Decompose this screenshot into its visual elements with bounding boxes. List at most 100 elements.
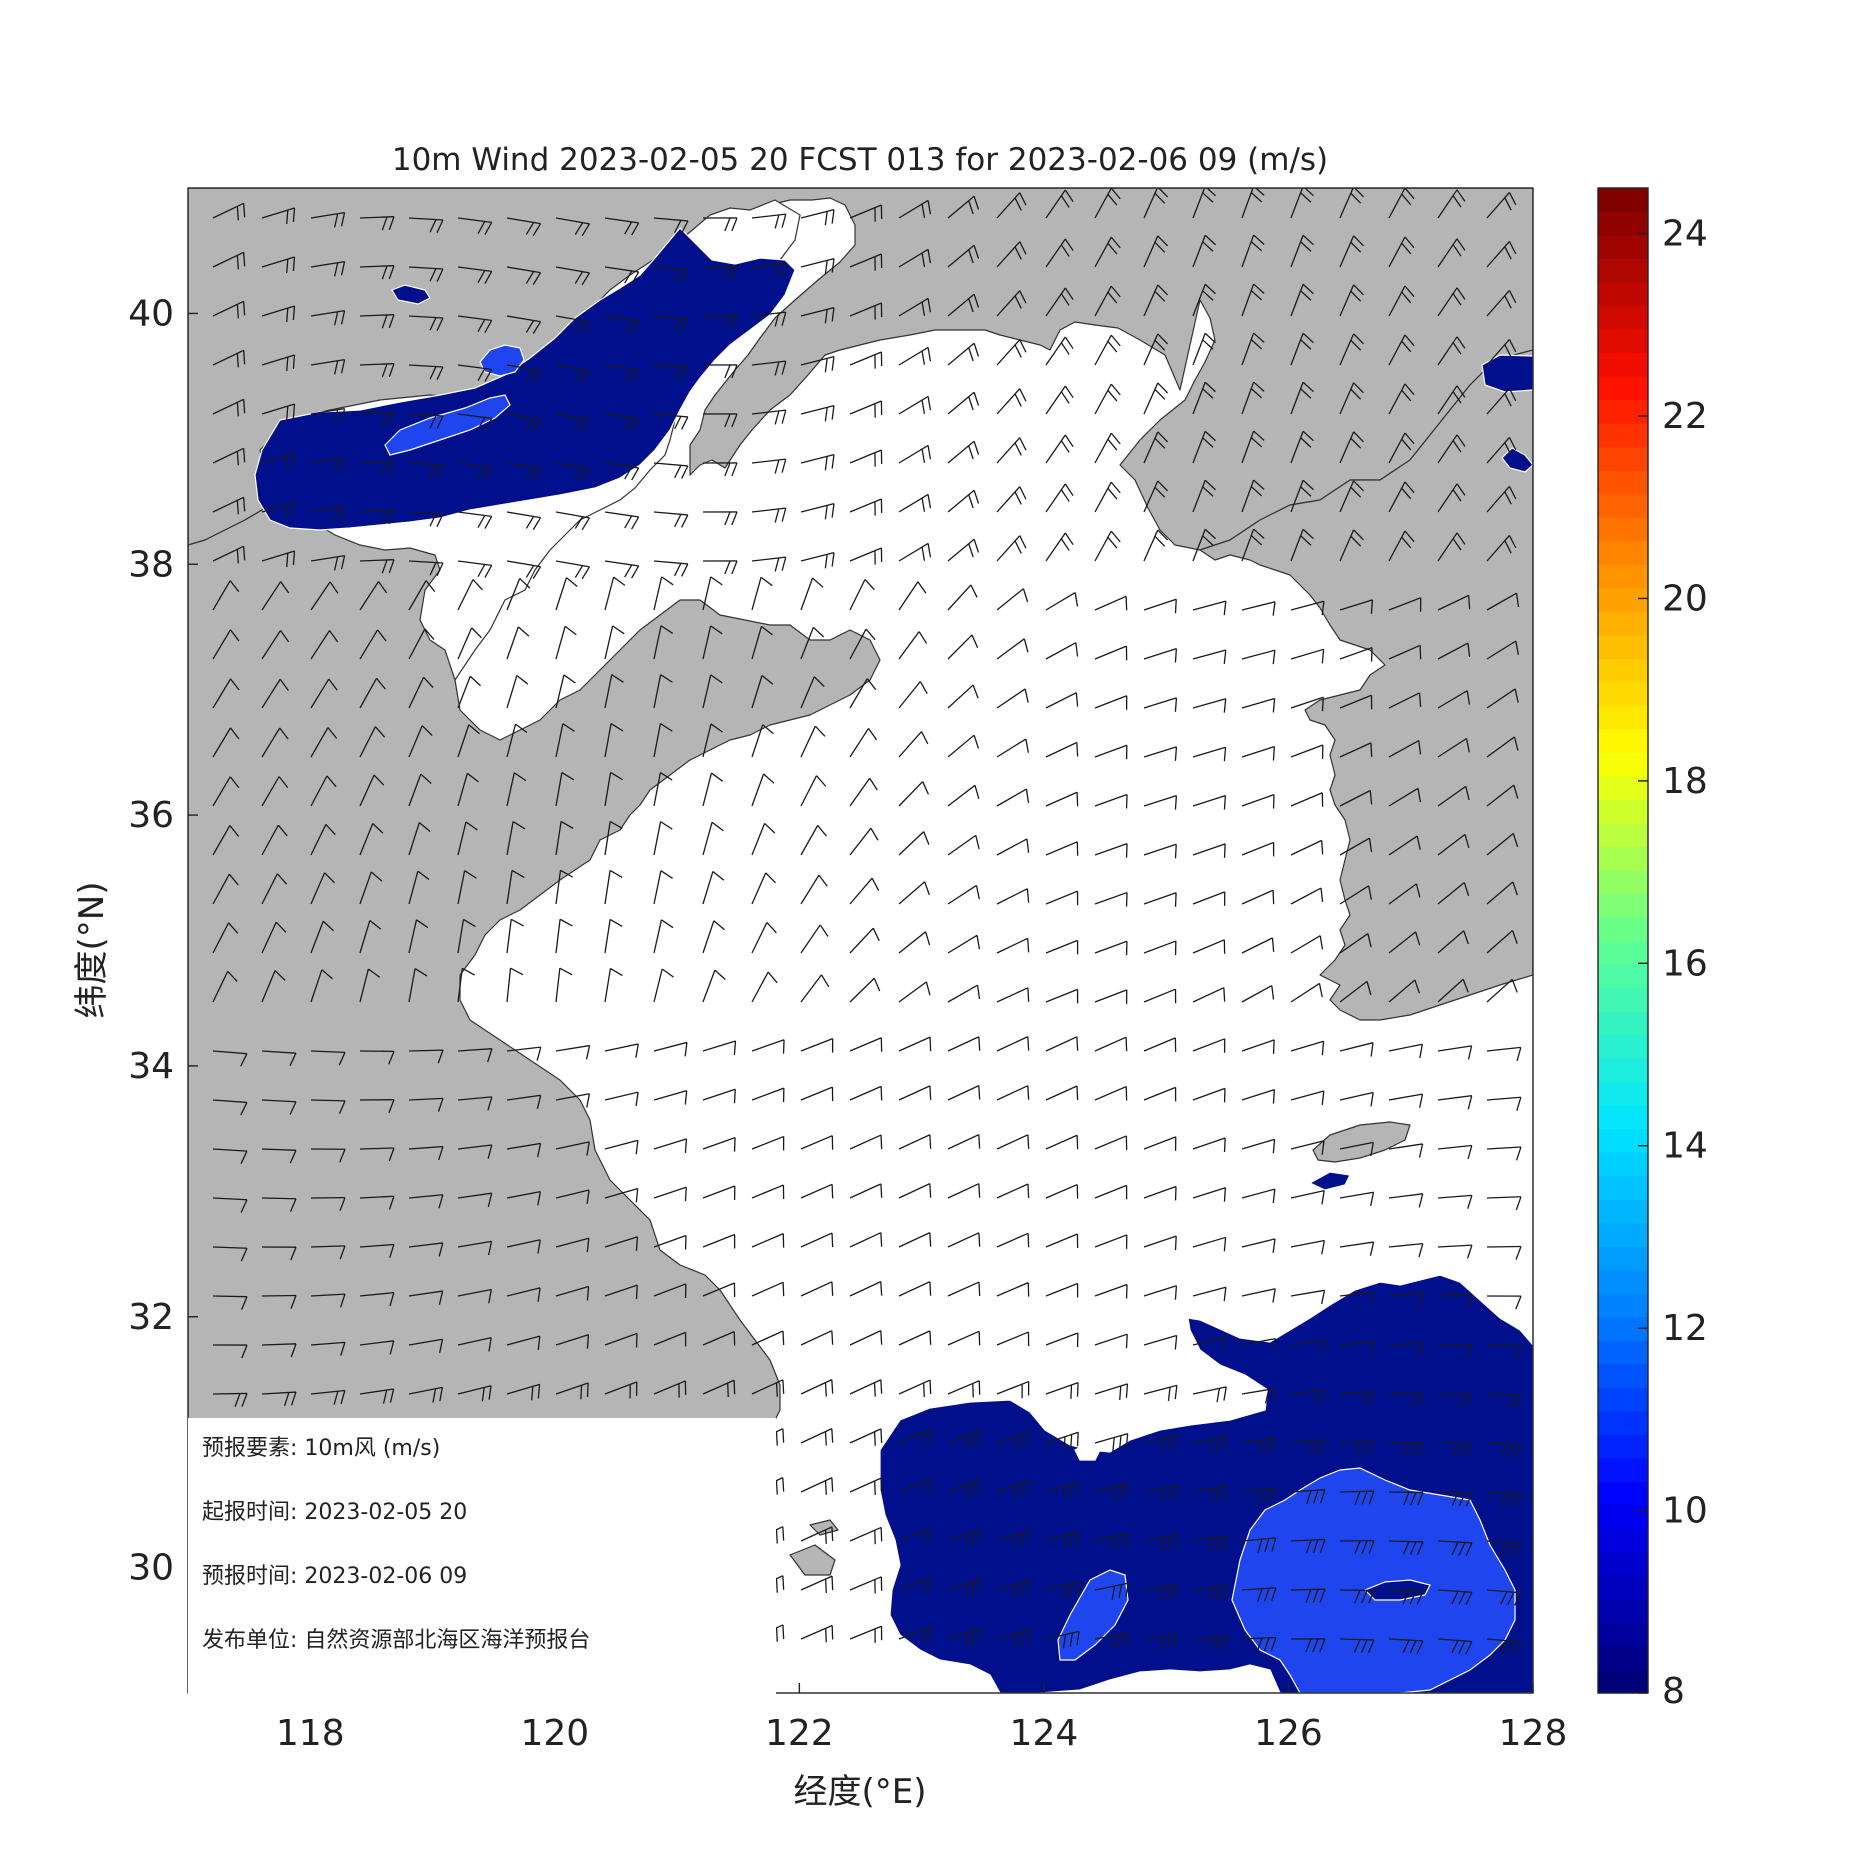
- wind-barb: [604, 625, 625, 660]
- wind-barb: [1094, 989, 1128, 1004]
- wind-barb: [1241, 1437, 1277, 1454]
- wind-barb: [261, 207, 296, 225]
- wind-barb: [1437, 238, 1466, 268]
- wind-barb: [506, 772, 527, 807]
- wind-barb: [261, 1294, 297, 1309]
- wind-barb: [653, 1380, 687, 1398]
- wind-barb: [653, 315, 689, 332]
- wind-barb: [1241, 430, 1265, 464]
- wind-barb: [359, 1292, 395, 1307]
- wind-barb: [800, 1183, 834, 1199]
- wind-barb: [457, 627, 482, 660]
- colorbar-tick-label: 14: [1662, 1126, 1708, 1167]
- colorbar-cell: [1598, 282, 1648, 307]
- wind-barb: [849, 977, 881, 1003]
- wind-barb: [996, 437, 1027, 464]
- wind-barb: [1437, 1294, 1473, 1309]
- wind-barb: [359, 726, 386, 758]
- wind-barb: [1339, 789, 1373, 807]
- y-axis: 30 32 34 36 38 40 纬度(°N): [72, 293, 198, 1589]
- wind-barb: [506, 462, 542, 481]
- wind-barb: [1094, 188, 1121, 219]
- colorbar-cell: [1598, 564, 1648, 589]
- wind-barb: [1486, 832, 1519, 856]
- wind-barb: [898, 631, 928, 660]
- wind-barb: [996, 535, 1027, 562]
- wind-barb: [751, 1135, 785, 1151]
- wind-barb: [1388, 1638, 1424, 1654]
- wind-barb: [1339, 980, 1372, 1003]
- wind-barb: [800, 924, 829, 954]
- wind-barb: [800, 577, 824, 611]
- colorbar-cell: [1598, 1410, 1648, 1435]
- wind-barb: [1339, 599, 1374, 614]
- wind-barb: [555, 869, 574, 905]
- wind-barb: [555, 967, 573, 1003]
- wind-barb: [751, 1330, 785, 1346]
- wind-barb: [555, 918, 573, 954]
- wind-barb: [604, 722, 624, 758]
- wind-barb: [555, 1189, 590, 1204]
- wind-barb: [261, 1197, 297, 1212]
- wind-barb: [1241, 1337, 1277, 1353]
- wind-barb: [898, 581, 927, 611]
- wind-barb: [849, 579, 875, 611]
- wind-barb: [1486, 978, 1518, 1003]
- wind-barb: [898, 1379, 932, 1397]
- y-tick-label: 32: [128, 1297, 174, 1338]
- wind-barb: [1094, 1532, 1129, 1551]
- wind-barb: [359, 510, 395, 525]
- wind-barb: [457, 413, 493, 431]
- wind-barb: [359, 1340, 395, 1355]
- band-southeast-strong: [1231, 1467, 1516, 1693]
- wind-barb: [1486, 437, 1517, 464]
- wind-barb: [261, 873, 288, 905]
- wind-barb: [1437, 1095, 1473, 1110]
- wind-barb: [1388, 530, 1415, 562]
- wind-barb: [1241, 234, 1265, 268]
- wind-barb: [1143, 1334, 1178, 1350]
- wind-barb: [506, 674, 529, 709]
- wind-barb: [898, 248, 932, 268]
- wind-barb: [1437, 833, 1470, 856]
- wind-barb: [604, 364, 640, 383]
- colorbar-tick-label: 22: [1662, 396, 1708, 437]
- colorbar-cell: [1598, 1058, 1648, 1083]
- zhoushan-islands: [789, 1519, 839, 1576]
- wind-barb: [1241, 1537, 1277, 1553]
- wind-barb: [1486, 241, 1517, 268]
- wind-barb: [408, 919, 429, 954]
- wind-barb: [800, 258, 835, 275]
- x-tick-label: 128: [1499, 1713, 1568, 1754]
- wind-barb: [310, 630, 339, 660]
- wind-barb: [1388, 597, 1422, 612]
- wind-barb: [898, 681, 928, 709]
- wind-barb: [604, 1236, 639, 1251]
- wind-barb: [996, 192, 1027, 219]
- wind-barb: [1143, 940, 1177, 956]
- wind-barb: [1437, 287, 1466, 317]
- wind-barb: [212, 776, 240, 807]
- wind-barb: [408, 315, 444, 331]
- wind-barb: [849, 1281, 883, 1297]
- wind-barb: [1388, 1491, 1424, 1506]
- wind-barb: [1290, 600, 1325, 616]
- wind-barb: [212, 1344, 248, 1359]
- wind-barb: [604, 1381, 638, 1399]
- wind-barb: [1192, 234, 1216, 268]
- wind-barb: [653, 1283, 687, 1298]
- colorbar-cell: [1598, 1199, 1648, 1224]
- wind-barb: [1486, 881, 1519, 905]
- wind-barb: [1388, 1442, 1424, 1457]
- wind-barb: [1143, 1434, 1178, 1453]
- wind-barb: [898, 395, 932, 415]
- wind-barb: [1241, 1387, 1277, 1404]
- wind-barb: [1094, 1085, 1128, 1101]
- colorbar-cell: [1598, 799, 1648, 824]
- wind-barb: [506, 511, 542, 530]
- colorbar-cell: [1598, 1551, 1648, 1577]
- wind-barb: [555, 1141, 590, 1156]
- wind-barb: [1290, 381, 1314, 415]
- wind-barb: [1290, 1489, 1326, 1505]
